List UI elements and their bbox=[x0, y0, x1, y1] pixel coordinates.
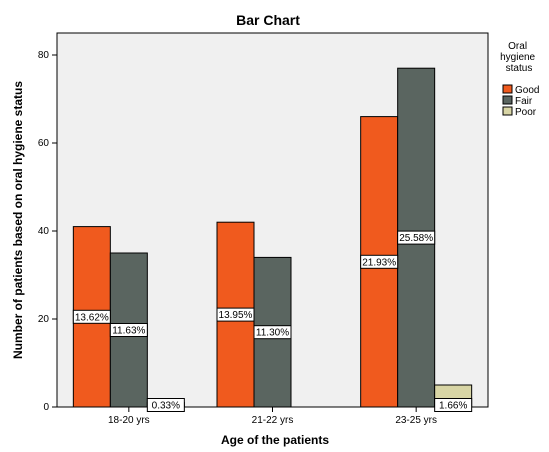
legend-title-line: Oral bbox=[508, 41, 527, 52]
data-label-text: 0.33% bbox=[152, 401, 180, 412]
data-label-box bbox=[72, 309, 111, 324]
x-axis-title: Age of the patients bbox=[221, 433, 329, 447]
data-label-text: 21.93% bbox=[362, 257, 396, 268]
legend-swatch-poor bbox=[502, 106, 513, 116]
data-label: 13.95% bbox=[216, 307, 255, 322]
data-label: 25.58% bbox=[397, 230, 436, 245]
data-label-box bbox=[434, 398, 473, 412]
y-tick-label: 80 bbox=[38, 50, 50, 61]
legend-swatch-fair bbox=[502, 95, 513, 105]
data-label: 21.93% bbox=[360, 254, 399, 269]
data-label: 13.62% bbox=[72, 309, 111, 324]
x-tick-label: 23-25 yrs bbox=[395, 415, 437, 426]
legend-label-poor: Poor bbox=[515, 107, 537, 118]
legend-title: Oral hygiene status bbox=[500, 41, 538, 74]
legend-title-line: hygiene bbox=[500, 52, 535, 63]
data-label-box bbox=[109, 323, 148, 337]
data-label-text: 25.58% bbox=[399, 233, 433, 244]
data-label-box bbox=[397, 230, 436, 245]
data-label-box bbox=[216, 307, 255, 322]
y-tick-label: 0 bbox=[43, 402, 49, 413]
data-label-text: 11.30% bbox=[256, 328, 289, 339]
legend-title-line: status bbox=[506, 63, 533, 74]
data-label-box bbox=[253, 325, 292, 340]
data-label-box bbox=[360, 254, 399, 269]
x-tick-label: 21-22 yrs bbox=[252, 415, 294, 426]
data-label: 0.33% bbox=[146, 398, 185, 412]
y-axis-title: Number of patients based on oral hygiene… bbox=[11, 81, 25, 359]
chart-title: Bar Chart bbox=[236, 12, 300, 28]
data-label-text: 1.66% bbox=[439, 401, 467, 412]
x-tick-label: 18-20 yrs bbox=[108, 415, 150, 426]
data-label-text: 11.63% bbox=[112, 326, 145, 337]
data-label-box bbox=[146, 398, 185, 412]
legend-label-fair: Fair bbox=[515, 96, 533, 107]
legend-label-good: Good bbox=[515, 85, 539, 96]
data-label-text: 13.62% bbox=[75, 312, 109, 323]
y-axis: 0 20 40 60 80 bbox=[38, 50, 57, 413]
data-label: 1.66% bbox=[434, 398, 473, 412]
y-tick-label: 60 bbox=[38, 138, 50, 149]
legend-swatch-good bbox=[502, 84, 513, 94]
data-labels-layer: 13.62%11.63% 0.33% 13.95%11.30% 21.93% 25.58… bbox=[72, 230, 473, 412]
y-tick-label: 20 bbox=[38, 314, 50, 325]
data-label: 11.63% bbox=[109, 323, 148, 337]
data-label: 11.30% bbox=[253, 325, 292, 340]
y-tick-label: 40 bbox=[38, 226, 50, 237]
x-axis: 18-20 yrs 21-22 yrs 23-25 yrs bbox=[108, 407, 437, 426]
data-label-text: 13.95% bbox=[219, 310, 253, 321]
